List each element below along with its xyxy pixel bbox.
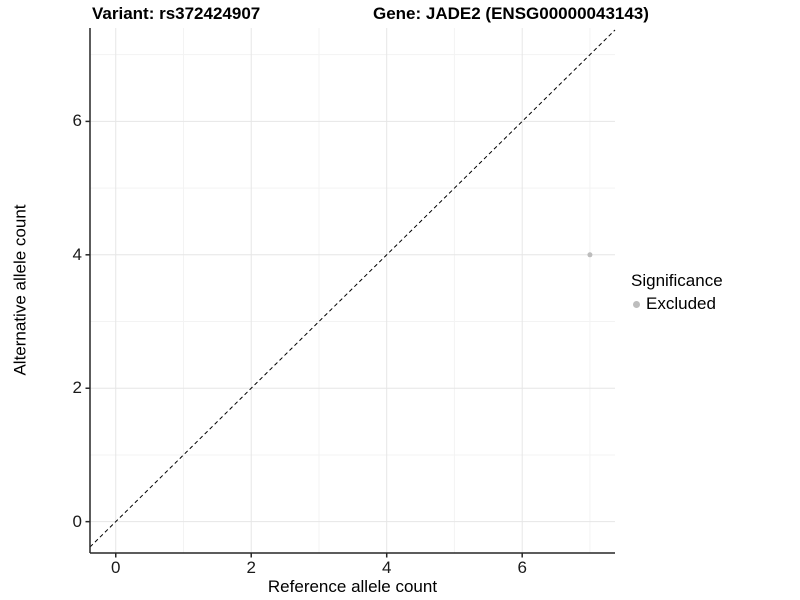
plot-title-gene: Gene: JADE2 (ENSG00000043143) [373, 4, 649, 23]
y-axis-title: Alternative allele count [10, 204, 30, 376]
legend-key-dot-icon [633, 300, 640, 308]
y-tick-label: 6 [72, 111, 82, 131]
plot-title-variant: Variant: rs372424907 [92, 4, 261, 23]
y-tick-label: 4 [72, 244, 82, 264]
x-tick-label: 4 [381, 558, 392, 577]
x-tick-label: 0 [111, 558, 121, 577]
plot-panel [85, 28, 616, 558]
y-tick-label: 0 [72, 511, 82, 531]
data-point [587, 252, 593, 258]
y-tick-label: 2 [72, 378, 82, 398]
identity-line [89, 29, 616, 548]
legend-item-label: Excluded [646, 294, 716, 313]
legend-item-excluded: Excluded [631, 294, 723, 314]
x-axis-title: Reference allele count [267, 577, 438, 596]
x-tick-label: 6 [517, 558, 527, 577]
legend-title: Significance [631, 271, 723, 290]
x-tick-label: 2 [246, 558, 256, 577]
legend: Significance Excluded [631, 271, 723, 314]
plot-area [85, 28, 616, 558]
